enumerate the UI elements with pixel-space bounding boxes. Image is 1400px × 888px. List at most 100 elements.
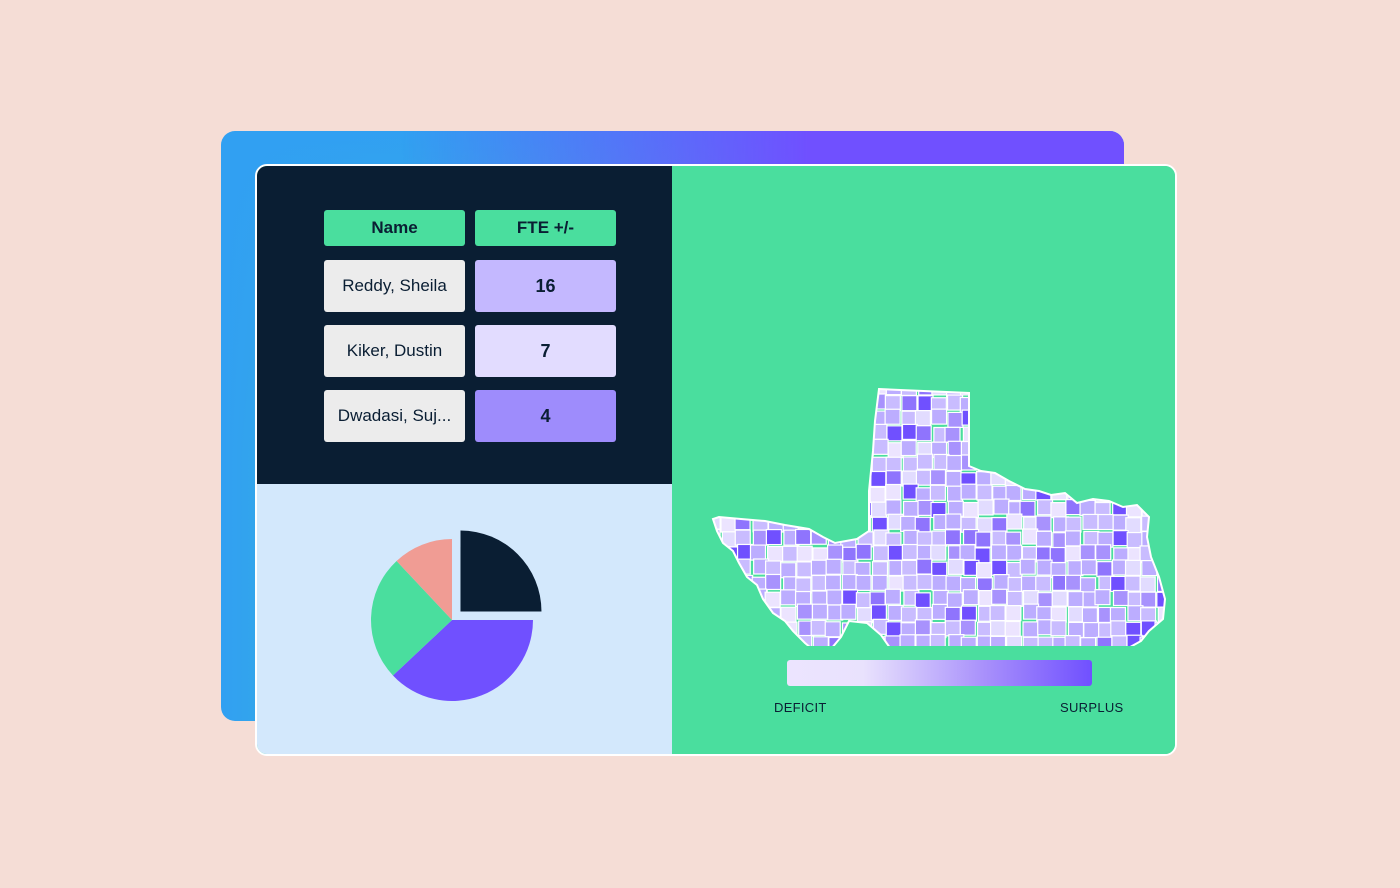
county-region[interactable] bbox=[1095, 544, 1112, 561]
county-region[interactable] bbox=[1155, 634, 1172, 651]
county-region[interactable] bbox=[901, 423, 919, 440]
county-region[interactable] bbox=[1109, 438, 1126, 455]
county-region[interactable] bbox=[914, 619, 931, 636]
county-region[interactable] bbox=[914, 410, 932, 427]
county-region[interactable] bbox=[1049, 424, 1067, 441]
county-region[interactable] bbox=[796, 561, 813, 578]
county-region[interactable] bbox=[826, 471, 843, 488]
county-region[interactable] bbox=[1157, 455, 1173, 472]
county-region[interactable] bbox=[735, 455, 752, 472]
county-region[interactable] bbox=[1141, 501, 1158, 518]
county-region[interactable] bbox=[796, 498, 814, 516]
county-region[interactable] bbox=[1022, 621, 1039, 638]
county-region[interactable] bbox=[870, 501, 888, 518]
county-region[interactable] bbox=[1174, 457, 1175, 472]
county-region[interactable] bbox=[737, 381, 755, 397]
pie-slice[interactable] bbox=[392, 620, 533, 701]
county-region[interactable] bbox=[1079, 544, 1096, 561]
county-region[interactable] bbox=[1082, 471, 1099, 488]
county-region[interactable] bbox=[779, 469, 796, 486]
county-region[interactable] bbox=[1111, 472, 1129, 489]
county-region[interactable] bbox=[811, 603, 829, 620]
county-region[interactable] bbox=[899, 634, 916, 651]
county-region[interactable] bbox=[1171, 485, 1175, 500]
county-region[interactable] bbox=[915, 634, 932, 651]
county-region[interactable] bbox=[1140, 591, 1157, 608]
county-region[interactable] bbox=[721, 440, 739, 457]
county-region[interactable] bbox=[915, 425, 932, 442]
county-region[interactable] bbox=[1128, 469, 1145, 486]
county-region[interactable] bbox=[812, 471, 829, 488]
county-region[interactable] bbox=[779, 589, 797, 606]
county-region[interactable] bbox=[1081, 427, 1098, 444]
county-region[interactable] bbox=[929, 633, 946, 651]
county-region[interactable] bbox=[991, 439, 1008, 456]
county-region[interactable] bbox=[1019, 500, 1036, 517]
county-region[interactable] bbox=[931, 530, 948, 547]
county-region[interactable] bbox=[723, 468, 740, 485]
county-region[interactable] bbox=[944, 529, 962, 546]
county-region[interactable] bbox=[705, 513, 721, 530]
county-region[interactable] bbox=[750, 468, 767, 485]
county-region[interactable] bbox=[825, 409, 842, 426]
county-region[interactable] bbox=[1170, 635, 1175, 646]
county-region[interactable] bbox=[945, 575, 962, 592]
county-region[interactable] bbox=[810, 619, 827, 636]
county-region[interactable] bbox=[946, 592, 963, 609]
county-region[interactable] bbox=[945, 470, 962, 487]
county-region[interactable] bbox=[1036, 499, 1054, 516]
county-region[interactable] bbox=[1005, 381, 1022, 397]
county-region[interactable] bbox=[1139, 545, 1156, 562]
county-region[interactable] bbox=[1112, 589, 1130, 607]
county-region[interactable] bbox=[767, 394, 785, 411]
county-region[interactable] bbox=[737, 590, 754, 607]
county-region[interactable] bbox=[722, 486, 739, 503]
county-region[interactable] bbox=[902, 574, 919, 591]
county-region[interactable] bbox=[720, 559, 737, 576]
county-region[interactable] bbox=[990, 544, 1008, 561]
county-region[interactable] bbox=[1083, 410, 1100, 428]
county-region[interactable] bbox=[945, 513, 962, 530]
county-region[interactable] bbox=[1141, 484, 1158, 501]
county-region[interactable] bbox=[764, 607, 781, 624]
county-region[interactable] bbox=[947, 411, 964, 429]
county-region[interactable] bbox=[1067, 560, 1084, 577]
county-region[interactable] bbox=[826, 383, 843, 399]
county-region[interactable] bbox=[1035, 530, 1053, 547]
county-region[interactable] bbox=[780, 562, 797, 579]
county-region[interactable] bbox=[826, 515, 843, 532]
county-region[interactable] bbox=[1158, 528, 1174, 545]
county-region[interactable] bbox=[1052, 380, 1069, 396]
pie-slice[interactable] bbox=[371, 560, 452, 676]
county-region[interactable] bbox=[1035, 408, 1052, 426]
county-region[interactable] bbox=[1140, 620, 1157, 637]
county-region[interactable] bbox=[798, 426, 815, 443]
county-region[interactable] bbox=[706, 605, 722, 623]
county-region[interactable] bbox=[1125, 382, 1143, 398]
county-region[interactable] bbox=[1139, 576, 1156, 593]
county-region[interactable] bbox=[946, 485, 964, 502]
county-region[interactable] bbox=[885, 483, 902, 501]
county-region[interactable] bbox=[1127, 487, 1144, 504]
county-region[interactable] bbox=[872, 438, 889, 455]
county-region[interactable] bbox=[1037, 592, 1054, 609]
county-region[interactable] bbox=[841, 573, 858, 591]
county-region[interactable] bbox=[931, 574, 948, 592]
county-region[interactable] bbox=[857, 440, 874, 457]
county-region[interactable] bbox=[991, 423, 1009, 440]
county-region[interactable] bbox=[1156, 502, 1172, 519]
county-region[interactable] bbox=[841, 381, 858, 397]
county-region[interactable] bbox=[765, 471, 782, 488]
county-region[interactable] bbox=[991, 588, 1008, 605]
county-region[interactable] bbox=[1008, 440, 1025, 458]
county-region[interactable] bbox=[903, 529, 920, 546]
county-region[interactable] bbox=[765, 486, 782, 503]
county-region[interactable] bbox=[794, 395, 811, 412]
county-region[interactable] bbox=[962, 426, 979, 443]
county-region[interactable] bbox=[1065, 425, 1082, 442]
county-region[interactable] bbox=[1112, 530, 1129, 547]
county-region[interactable] bbox=[841, 589, 859, 606]
county-region[interactable] bbox=[978, 423, 995, 440]
header-name[interactable]: Name bbox=[324, 210, 465, 246]
county-region[interactable] bbox=[1036, 559, 1053, 576]
